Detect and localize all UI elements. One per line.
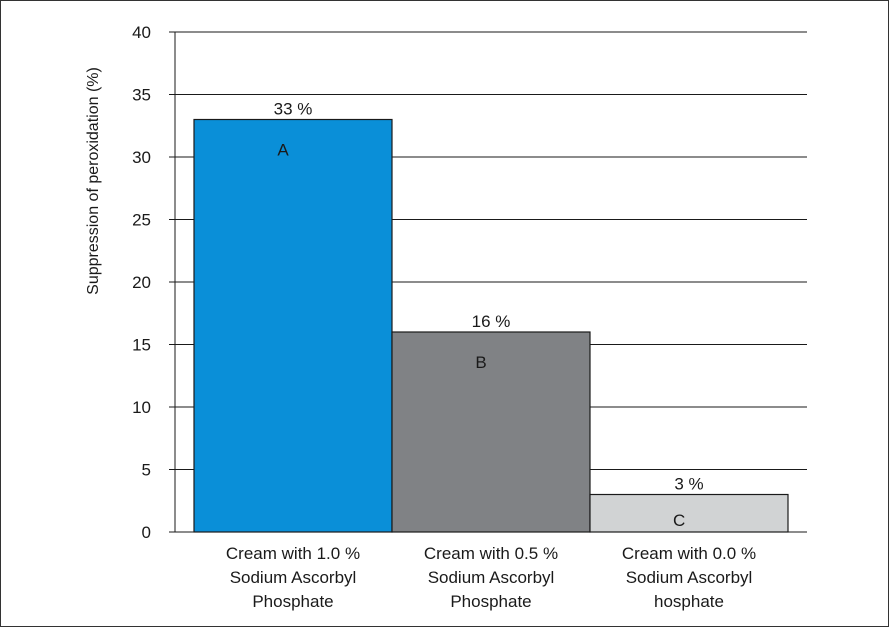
y-tick-label: 20: [132, 273, 151, 292]
y-tick-label: 5: [142, 461, 151, 480]
labels: 0 5 10 15 20 25 30 35 40 33 % A Cream with 1.0 % Sod…: [132, 23, 756, 611]
x-category-label-line: Phosphate: [450, 592, 531, 611]
axes: [169, 31, 807, 533]
bar: [193, 118, 393, 533]
x-category-label-line: Sodium Ascorbyl: [626, 568, 753, 587]
x-category-label-line: Phosphate: [252, 592, 333, 611]
bar: [589, 493, 789, 533]
bar-letter-label: A: [277, 141, 289, 160]
x-category-label-line: Cream with 0.5 %: [424, 544, 558, 563]
bar-letter-label: C: [673, 511, 685, 530]
y-tick-label: 10: [132, 398, 151, 417]
data-label: 16 %: [472, 312, 511, 331]
y-tick-label: 35: [132, 86, 151, 105]
y-tick-label: 40: [132, 23, 151, 42]
y-tick-label: 15: [132, 336, 151, 355]
y-tick-label: 25: [132, 211, 151, 230]
x-category-label-line: Sodium Ascorbyl: [428, 568, 555, 587]
x-category-label-line: Cream with 1.0 %: [226, 544, 360, 563]
y-axis-title: Suppression of peroxidation (%): [85, 67, 102, 295]
x-category-label: Cream with 1.0 % Sodium Ascorbyl Phosphate: [226, 544, 360, 611]
x-category-label: Cream with 0.5 % Sodium Ascorbyl Phosphate: [424, 544, 558, 611]
x-category-label-line: Sodium Ascorbyl: [230, 568, 357, 587]
bar-letter-label: B: [475, 353, 486, 372]
bars: [193, 118, 789, 533]
bar: [391, 331, 591, 533]
data-label: 3 %: [674, 475, 703, 494]
y-tick-label: 30: [132, 148, 151, 167]
x-category-label-line: Cream with 0.0 %: [622, 544, 756, 563]
x-category-label: Cream with 0.0 % Sodium Ascorbyl hosphate: [622, 544, 756, 611]
y-tick-label: 0: [142, 523, 151, 542]
x-category-label-line: hosphate: [654, 592, 724, 611]
data-label: 33 %: [274, 100, 313, 119]
